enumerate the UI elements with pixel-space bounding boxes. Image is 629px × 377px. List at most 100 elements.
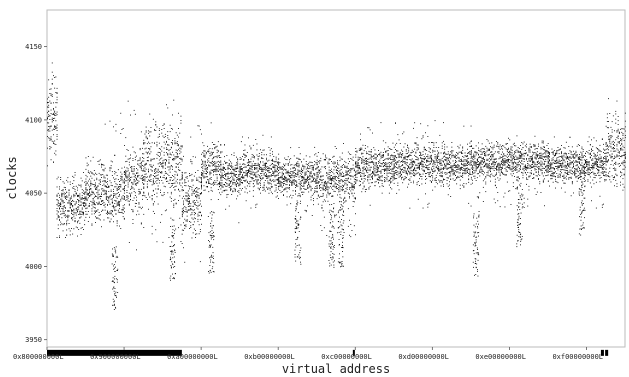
data-point bbox=[355, 171, 357, 173]
data-point bbox=[333, 184, 335, 186]
data-point bbox=[321, 196, 323, 197]
data-point bbox=[378, 168, 379, 170]
data-point bbox=[178, 189, 179, 191]
data-point bbox=[358, 167, 360, 169]
data-point bbox=[183, 212, 184, 214]
data-point bbox=[83, 172, 84, 173]
data-point bbox=[152, 180, 154, 182]
data-point bbox=[156, 182, 158, 184]
data-point bbox=[150, 179, 152, 180]
data-point bbox=[242, 175, 243, 177]
data-point bbox=[275, 156, 277, 158]
data-point bbox=[238, 178, 240, 179]
data-point bbox=[355, 164, 356, 166]
data-point bbox=[311, 181, 313, 182]
data-point bbox=[175, 202, 177, 204]
data-point bbox=[278, 180, 280, 182]
data-point bbox=[368, 164, 370, 166]
data-point bbox=[444, 159, 446, 161]
data-point bbox=[209, 165, 211, 167]
data-point bbox=[332, 179, 334, 181]
data-point bbox=[54, 111, 56, 113]
data-point bbox=[403, 156, 405, 158]
data-point bbox=[415, 173, 417, 175]
data-point bbox=[189, 200, 190, 202]
data-point bbox=[391, 149, 393, 150]
data-point bbox=[66, 229, 68, 231]
data-point bbox=[232, 166, 234, 168]
data-point bbox=[360, 147, 361, 149]
data-point bbox=[244, 157, 246, 158]
data-point bbox=[164, 143, 166, 145]
data-point bbox=[201, 153, 202, 155]
data-point bbox=[372, 175, 373, 177]
data-point bbox=[455, 162, 456, 163]
data-point bbox=[390, 180, 391, 182]
data-point bbox=[211, 158, 213, 160]
data-point bbox=[56, 93, 58, 94]
data-point bbox=[378, 176, 379, 178]
data-point bbox=[269, 152, 271, 154]
data-point bbox=[172, 183, 173, 184]
data-point bbox=[196, 195, 198, 197]
data-point bbox=[59, 186, 60, 188]
data-point bbox=[158, 156, 160, 157]
data-point bbox=[458, 157, 460, 159]
data-point bbox=[395, 172, 396, 174]
data-point bbox=[61, 208, 63, 209]
data-point bbox=[230, 181, 231, 183]
data-point bbox=[169, 179, 171, 181]
data-point bbox=[157, 177, 159, 179]
data-point bbox=[72, 175, 74, 177]
data-point bbox=[107, 204, 108, 206]
data-point bbox=[140, 166, 142, 168]
data-point bbox=[408, 165, 410, 167]
data-point bbox=[104, 206, 106, 208]
data-point bbox=[340, 208, 342, 210]
data-point bbox=[181, 182, 183, 184]
data-point bbox=[299, 172, 301, 174]
data-point bbox=[87, 193, 89, 195]
data-point bbox=[338, 167, 340, 169]
data-point bbox=[410, 172, 412, 174]
data-point bbox=[447, 158, 449, 160]
data-point bbox=[304, 178, 306, 180]
data-point bbox=[370, 156, 372, 158]
data-point bbox=[96, 173, 98, 175]
data-point bbox=[433, 142, 435, 144]
data-point bbox=[376, 156, 378, 157]
data-point bbox=[317, 182, 319, 184]
data-point bbox=[203, 175, 205, 177]
data-point bbox=[267, 182, 269, 184]
data-point bbox=[403, 157, 405, 159]
data-point bbox=[435, 161, 437, 163]
data-point bbox=[375, 153, 377, 155]
data-point bbox=[461, 152, 462, 153]
data-point bbox=[376, 165, 378, 167]
data-point bbox=[63, 202, 65, 203]
data-point bbox=[120, 171, 122, 173]
data-point bbox=[295, 173, 296, 174]
data-point bbox=[190, 208, 192, 210]
data-point bbox=[273, 156, 275, 157]
data-point bbox=[246, 165, 248, 166]
data-point bbox=[287, 164, 289, 166]
data-point bbox=[93, 202, 95, 204]
data-point bbox=[267, 189, 269, 190]
data-point bbox=[81, 227, 83, 228]
data-point bbox=[216, 157, 218, 159]
data-point bbox=[260, 161, 261, 162]
data-point bbox=[95, 187, 96, 189]
data-point bbox=[80, 204, 82, 206]
data-point bbox=[299, 159, 301, 161]
data-point bbox=[379, 175, 381, 177]
data-point bbox=[57, 215, 59, 216]
data-point bbox=[107, 196, 108, 198]
data-point bbox=[438, 151, 440, 153]
data-point bbox=[285, 180, 287, 182]
data-point bbox=[437, 158, 438, 159]
data-point bbox=[262, 149, 264, 151]
data-point bbox=[249, 167, 251, 169]
data-point bbox=[140, 161, 142, 163]
data-point bbox=[176, 153, 178, 155]
